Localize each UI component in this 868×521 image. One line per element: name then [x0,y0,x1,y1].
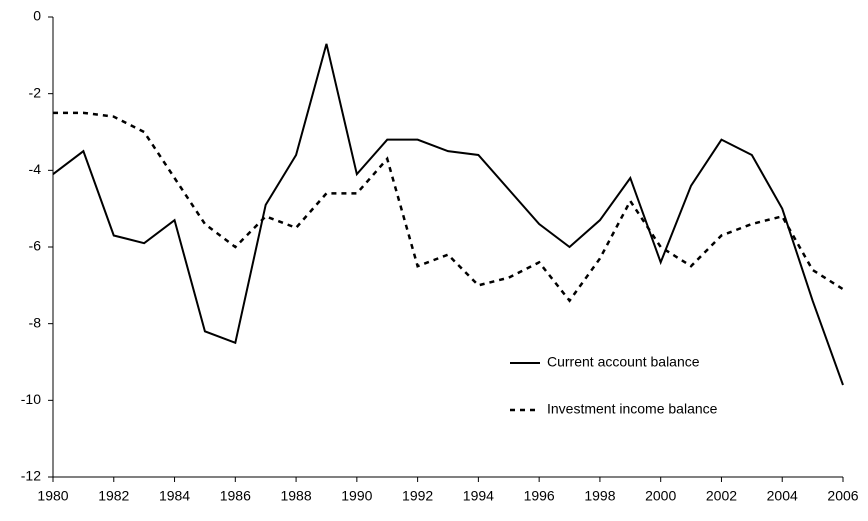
x-tick-label: 2002 [706,488,737,504]
y-tick-label: 0 [33,8,41,24]
x-tick-label: 1990 [341,488,372,504]
x-tick-label: 1982 [98,488,129,504]
x-tick-label: 1996 [524,488,555,504]
x-tick-label: 1986 [220,488,251,504]
x-tick-label: 1998 [584,488,615,504]
x-tick-label: 2000 [645,488,676,504]
x-tick-label: 1988 [280,488,311,504]
x-tick-label: 1984 [159,488,190,504]
x-tick-label: 1980 [37,488,68,504]
y-tick-label: -8 [29,314,42,330]
legend-label: Current account balance [547,354,700,370]
x-tick-label: 2006 [827,488,858,504]
legend-label: Investment income balance [547,401,718,417]
y-tick-label: -10 [21,391,41,407]
y-tick-label: -12 [21,468,41,484]
x-tick-label: 1994 [463,488,494,504]
y-tick-label: -2 [29,84,42,100]
line-series [52,43,844,386]
x-tick-label: 1992 [402,488,433,504]
x-tick-label: 2004 [767,488,798,504]
y-tick-label: -6 [29,238,42,254]
y-tick-label: -4 [29,161,42,177]
